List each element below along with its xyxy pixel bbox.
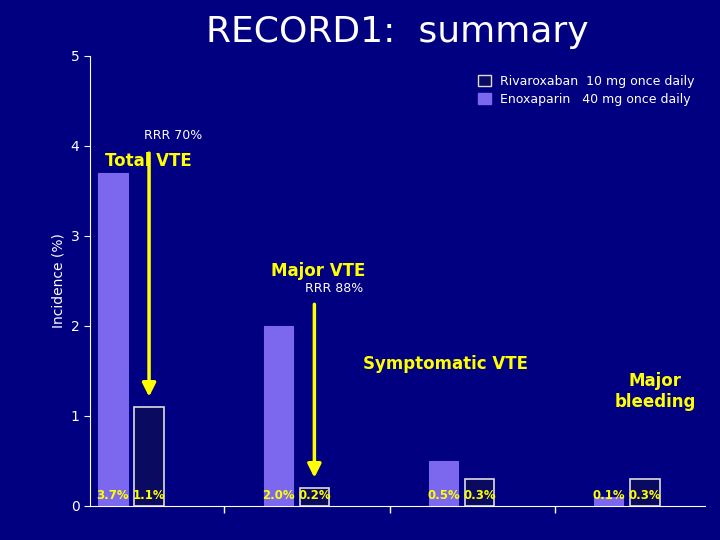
Title: RECORD1:  summary: RECORD1: summary — [206, 15, 589, 49]
Legend: Rivaroxaban  10 mg once daily, Enoxaparin   40 mg once daily: Rivaroxaban 10 mg once daily, Enoxaparin… — [474, 71, 698, 110]
Text: 1.1%: 1.1% — [132, 489, 166, 502]
Text: 3.7%: 3.7% — [96, 489, 129, 502]
Bar — [631, 479, 660, 505]
Bar — [264, 326, 293, 505]
Bar — [300, 488, 329, 505]
Text: 0.2%: 0.2% — [298, 489, 330, 502]
Bar — [135, 407, 163, 505]
Text: RRR 88%: RRR 88% — [305, 281, 364, 295]
Text: 0.1%: 0.1% — [593, 489, 625, 502]
Bar — [429, 461, 458, 505]
Text: Symptomatic VTE: Symptomatic VTE — [363, 355, 528, 373]
Text: 0.5%: 0.5% — [427, 489, 460, 502]
Text: Total VTE: Total VTE — [105, 152, 192, 170]
Text: RRR 70%: RRR 70% — [144, 129, 202, 141]
Text: 0.3%: 0.3% — [629, 489, 662, 502]
Text: Major
bleeding: Major bleeding — [614, 372, 696, 411]
Bar — [465, 479, 495, 505]
Bar — [594, 497, 624, 505]
Text: 2.0%: 2.0% — [262, 489, 294, 502]
Text: 0.3%: 0.3% — [464, 489, 496, 502]
Text: Major VTE: Major VTE — [271, 262, 365, 280]
Y-axis label: Incidence (%): Incidence (%) — [51, 233, 65, 328]
Bar — [99, 173, 127, 505]
